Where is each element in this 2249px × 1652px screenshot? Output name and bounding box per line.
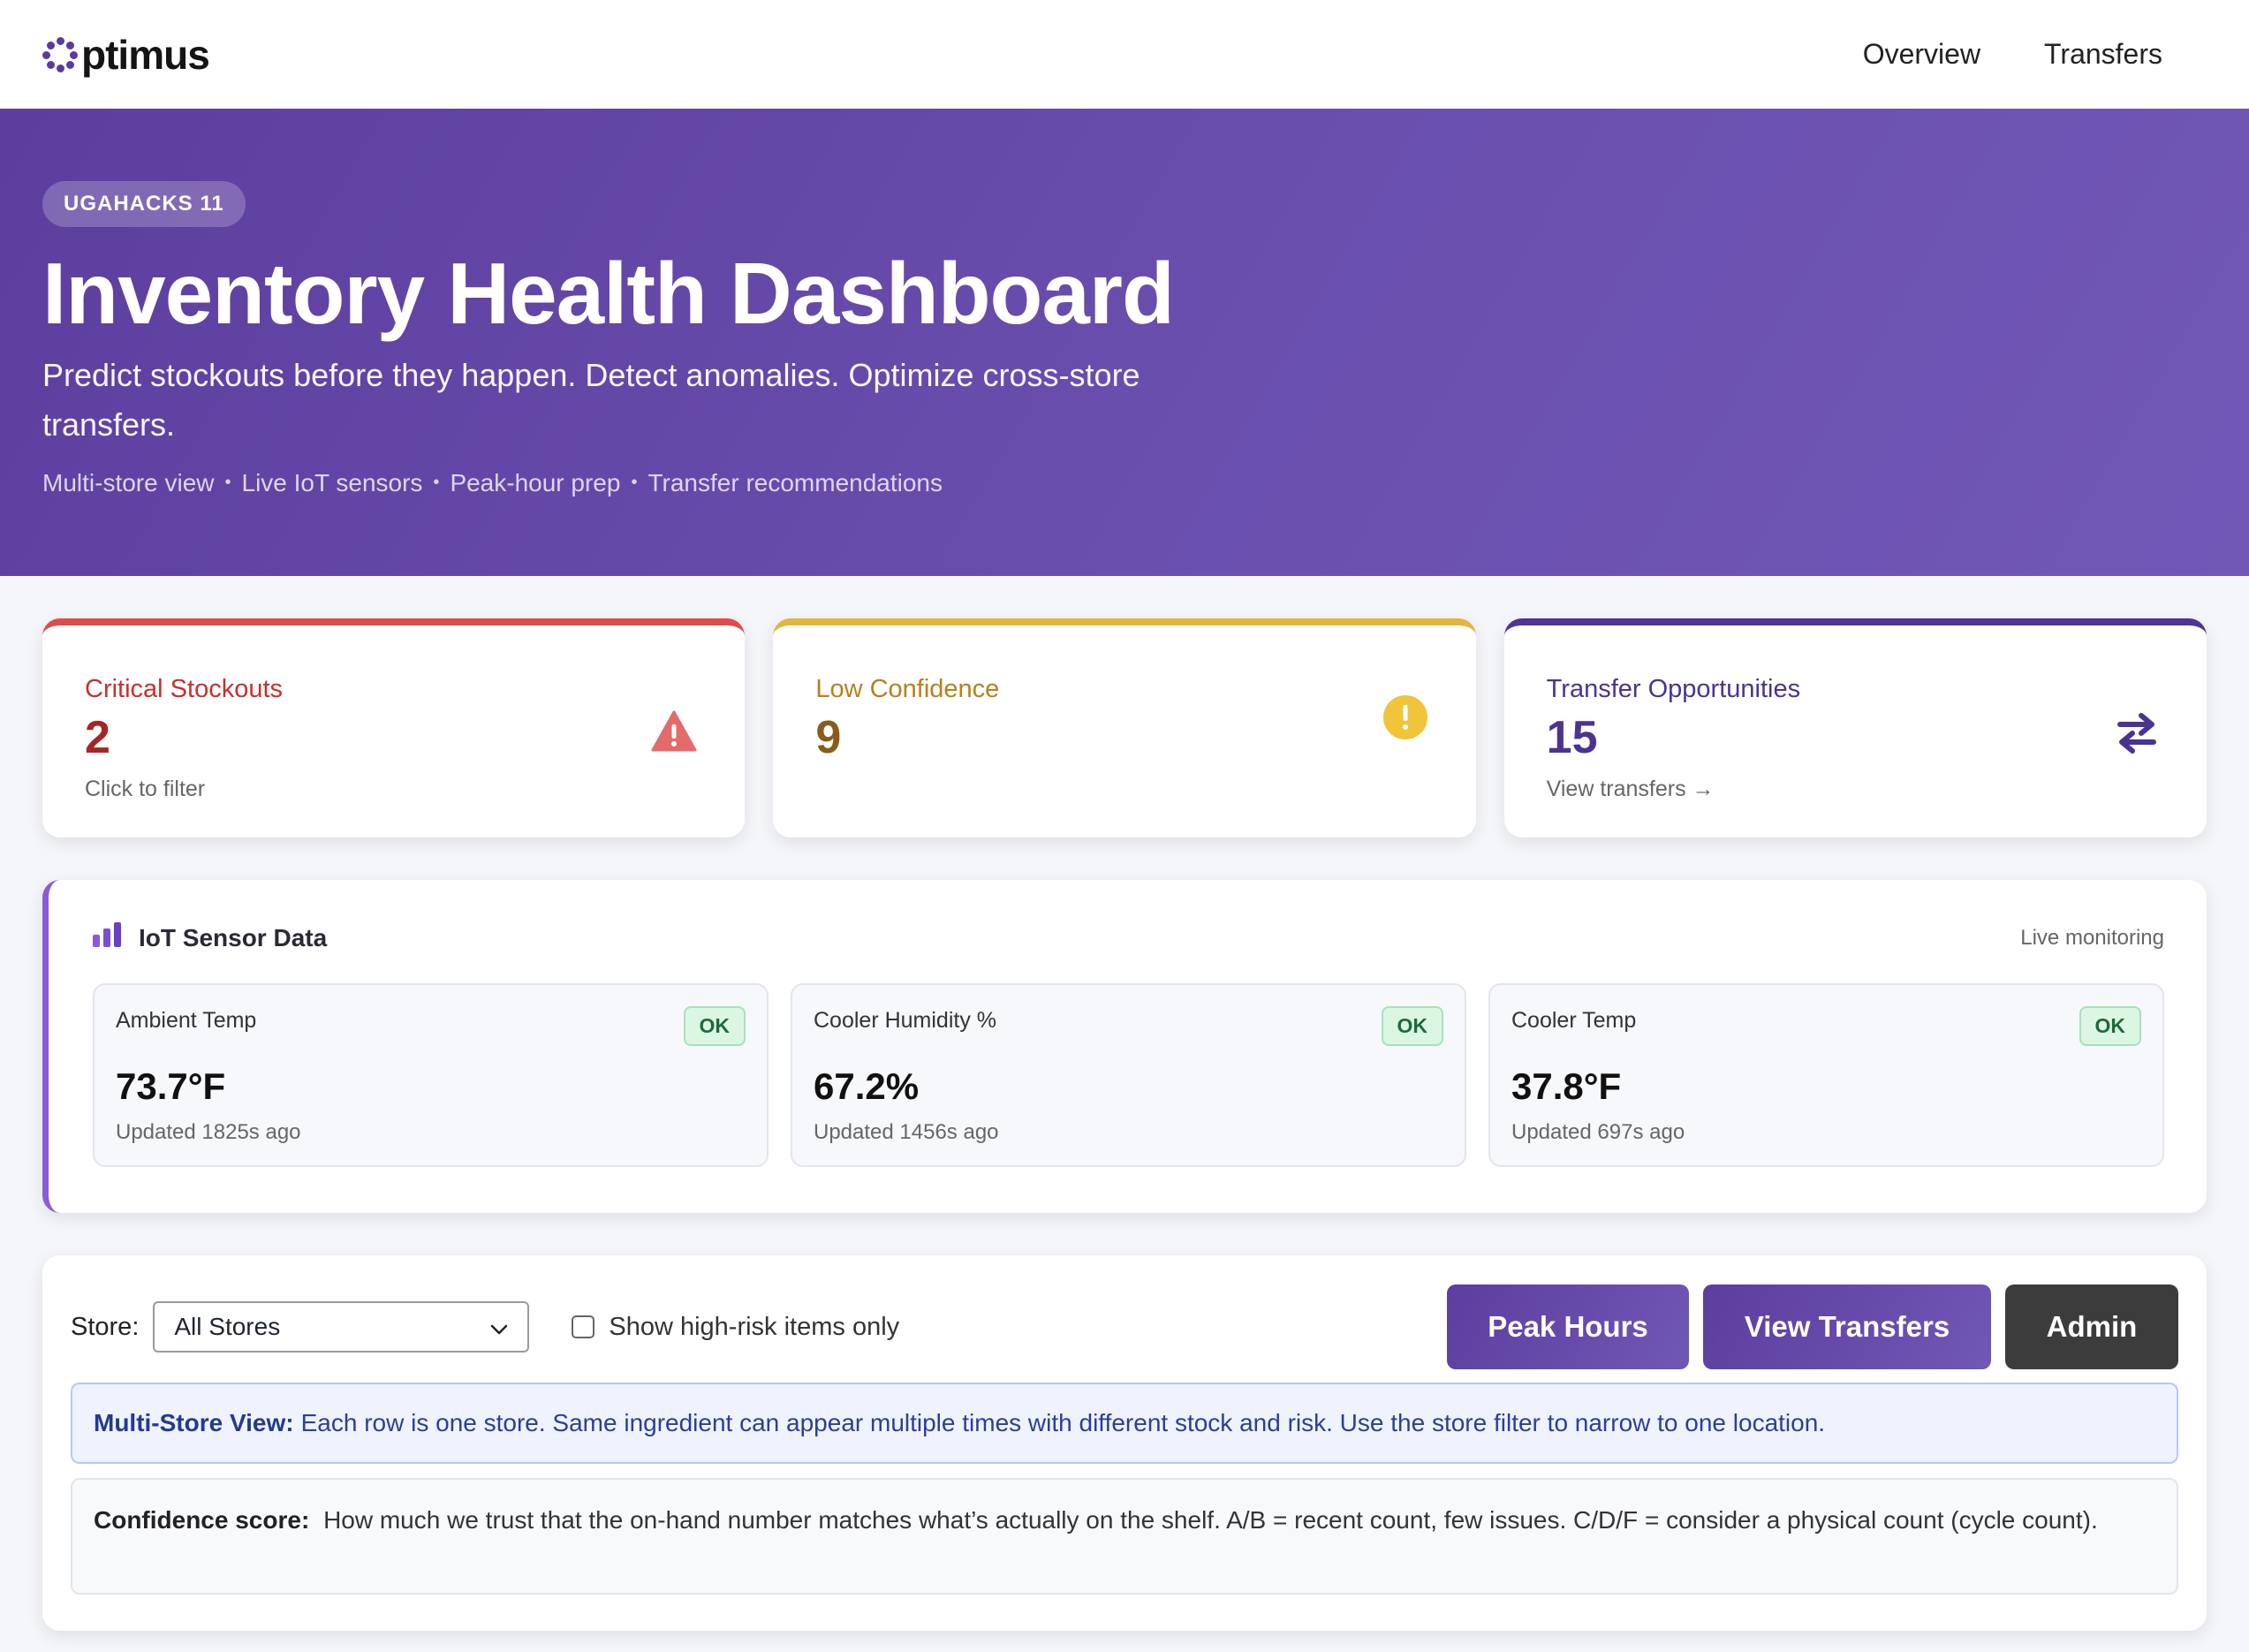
store-select-value: All Stores bbox=[174, 1313, 281, 1340]
logo-dots-icon bbox=[42, 36, 78, 72]
event-badge: UGAHACKS 11 bbox=[42, 181, 246, 227]
iot-header: IoT Sensor Data Live monitoring bbox=[93, 922, 2164, 953]
high-risk-checkbox[interactable] bbox=[572, 1315, 595, 1338]
tag-separator: • bbox=[433, 473, 440, 493]
sensor-name: Cooler Temp bbox=[1511, 1008, 1637, 1033]
peak-hours-button[interactable]: Peak Hours bbox=[1447, 1284, 1689, 1369]
stat-hint: Click to filter bbox=[85, 777, 206, 801]
top-nav: ptimus Overview Transfers bbox=[0, 0, 2249, 109]
logo[interactable]: ptimus bbox=[42, 31, 210, 79]
stat-value: 9 bbox=[815, 712, 842, 763]
sensor-value: 73.7°F bbox=[116, 1065, 226, 1107]
multistore-info-text: Each row is one store. Same ingredient c… bbox=[300, 1409, 1826, 1436]
bar-chart-icon bbox=[93, 922, 123, 953]
iot-title-text: IoT Sensor Data bbox=[139, 923, 328, 951]
view-transfers-button[interactable]: View Transfers bbox=[1703, 1284, 1991, 1369]
stat-label: Low Confidence bbox=[815, 675, 1000, 703]
multistore-info-banner: Multi-Store View: Each row is one store.… bbox=[71, 1383, 2178, 1464]
store-filter-label: Store: bbox=[71, 1312, 140, 1341]
sensor-value: 67.2% bbox=[814, 1065, 920, 1107]
stat-value: 15 bbox=[1546, 712, 1598, 763]
sensor-value: 37.8°F bbox=[1511, 1065, 1622, 1107]
sensor-name: Cooler Humidity % bbox=[814, 1008, 997, 1033]
iot-title: IoT Sensor Data bbox=[93, 922, 327, 953]
stat-value: 2 bbox=[85, 712, 110, 763]
view-transfers-link[interactable]: View transfers → bbox=[1546, 777, 1715, 801]
feature-tag: Peak-hour prep bbox=[450, 468, 621, 496]
admin-button[interactable]: Admin bbox=[2005, 1284, 2178, 1369]
page-title: Inventory Health Dashboard bbox=[42, 245, 1175, 342]
hero-banner: UGAHACKS 11 Inventory Health Dashboard P… bbox=[0, 109, 2249, 576]
feature-tag: Transfer recommendations bbox=[647, 468, 943, 496]
tag-separator: • bbox=[631, 473, 638, 493]
sensor-card-cooler-humidity: Cooler Humidity % 67.2% Updated 1456s ag… bbox=[791, 983, 1466, 1167]
nav-links: Overview Transfers bbox=[1863, 38, 2162, 71]
high-risk-toggle[interactable]: Show high-risk items only bbox=[572, 1313, 899, 1342]
stat-cards: Critical Stockouts 2 Click to filter Low… bbox=[0, 618, 2249, 837]
live-monitoring-status: Live monitoring bbox=[2020, 925, 2164, 950]
feature-tag: Live IoT sensors bbox=[241, 468, 423, 496]
iot-sensor-panel: IoT Sensor Data Live monitoring Ambient … bbox=[42, 880, 2207, 1213]
action-buttons: Peak Hours View Transfers Admin bbox=[1447, 1284, 2178, 1369]
nav-transfers-link[interactable]: Transfers bbox=[2044, 38, 2162, 70]
status-badge: OK bbox=[2079, 1006, 2141, 1046]
chevron-down-icon bbox=[490, 1313, 508, 1341]
sensor-updated: Updated 1825s ago bbox=[116, 1120, 301, 1144]
exclamation-circle-icon bbox=[1382, 694, 1428, 745]
nav-overview-link[interactable]: Overview bbox=[1862, 38, 1981, 70]
warning-triangle-icon bbox=[651, 710, 697, 757]
tag-separator: • bbox=[224, 473, 231, 493]
page-subtitle: Predict stockouts before they happen. De… bbox=[42, 356, 1140, 443]
logo-text: ptimus bbox=[81, 31, 210, 78]
confidence-info-banner: Confidence score: How much we trust that… bbox=[71, 1478, 2178, 1595]
sensor-list: Ambient Temp 73.7°F Updated 1825s ago OK… bbox=[93, 983, 2164, 1167]
sensor-card-ambient-temp: Ambient Temp 73.7°F Updated 1825s ago OK bbox=[93, 983, 769, 1167]
low-confidence-card[interactable]: Low Confidence 9 bbox=[773, 618, 1476, 837]
sensor-card-cooler-temp: Cooler Temp 37.8°F Updated 697s ago OK bbox=[1488, 983, 2164, 1167]
confidence-info-text: How much we trust that the on-hand numbe… bbox=[323, 1506, 2098, 1534]
inventory-controls-panel: Store: All Stores Show high-risk items o… bbox=[42, 1255, 2207, 1631]
multistore-info-title: Multi-Store View: bbox=[94, 1409, 294, 1436]
feature-tag: Multi-store view bbox=[42, 468, 215, 496]
stat-label: Transfer Opportunities bbox=[1546, 675, 1801, 703]
stat-label: Critical Stockouts bbox=[85, 675, 284, 703]
feature-tags: Multi-store view • Live IoT sensors • Pe… bbox=[42, 469, 2207, 497]
transfer-opportunities-card[interactable]: Transfer Opportunities 15 View transfers… bbox=[1503, 618, 2207, 837]
critical-stockouts-card[interactable]: Critical Stockouts 2 Click to filter bbox=[42, 618, 746, 837]
sensor-updated: Updated 697s ago bbox=[1511, 1120, 1685, 1144]
transfer-arrows-icon bbox=[2115, 710, 2159, 761]
high-risk-checkbox-label: Show high-risk items only bbox=[609, 1312, 900, 1341]
store-select[interactable]: All Stores bbox=[153, 1301, 530, 1353]
status-badge: OK bbox=[683, 1006, 746, 1046]
confidence-info-title: Confidence score: bbox=[94, 1506, 310, 1534]
sensor-name: Ambient Temp bbox=[116, 1008, 257, 1033]
filter-toolbar: Store: All Stores Show high-risk items o… bbox=[71, 1284, 2178, 1370]
sensor-updated: Updated 1456s ago bbox=[814, 1120, 999, 1144]
status-badge: OK bbox=[1381, 1006, 1443, 1046]
